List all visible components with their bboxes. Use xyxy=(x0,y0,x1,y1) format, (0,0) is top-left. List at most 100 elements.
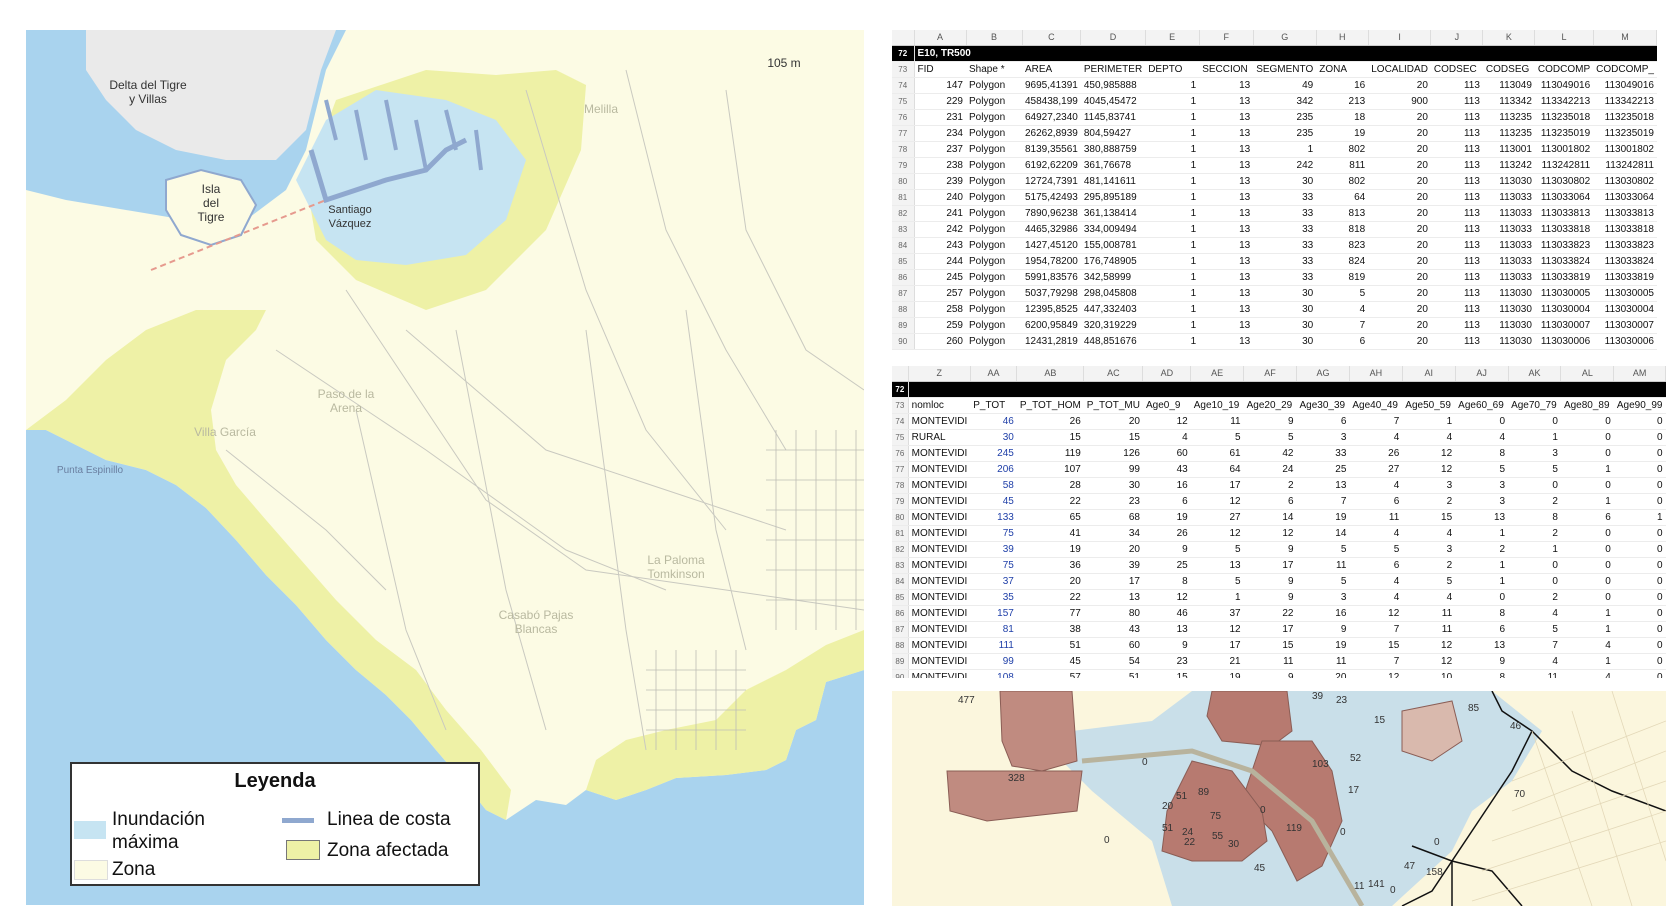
table-cell[interactable]: 113033824 xyxy=(1534,253,1594,270)
table-cell[interactable]: 113030802 xyxy=(1593,173,1657,190)
table-cell[interactable]: 5175,42493 xyxy=(1022,189,1081,206)
table-cell[interactable]: 17 xyxy=(1243,557,1297,574)
row-number[interactable]: 76 xyxy=(892,445,909,462)
table-cell[interactable]: 13 xyxy=(1199,205,1254,222)
table-cell[interactable]: 15 xyxy=(1016,429,1084,446)
table-cell[interactable]: 229 xyxy=(914,93,966,110)
table-cell[interactable]: 20 xyxy=(1368,253,1431,270)
row-number[interactable]: 74 xyxy=(892,413,909,430)
table-cell[interactable]: 237 xyxy=(914,141,966,158)
table-cell[interactable]: 0 xyxy=(1613,621,1666,638)
row-number[interactable]: 81 xyxy=(892,525,909,542)
table-cell[interactable]: MONTEVIDI xyxy=(908,445,971,462)
column-letter[interactable]: AJ xyxy=(1455,366,1509,382)
table-cell[interactable]: 113033813 xyxy=(1534,205,1594,222)
table-cell[interactable]: MONTEVIDI xyxy=(908,605,971,622)
table-cell[interactable]: 113 xyxy=(1430,253,1483,270)
header-cell[interactable]: P_TOT xyxy=(970,397,1017,414)
table-cell[interactable]: 13 xyxy=(1199,189,1254,206)
row-number[interactable]: 76 xyxy=(892,109,915,126)
table-cell[interactable]: 206 xyxy=(970,461,1017,478)
table-cell[interactable]: 13 xyxy=(1199,317,1254,334)
table-cell[interactable]: 20 xyxy=(1368,125,1431,142)
table-cell[interactable]: 5 xyxy=(1402,573,1456,590)
header-cell[interactable]: SECCION xyxy=(1199,61,1254,78)
table-cell[interactable]: 113 xyxy=(1430,125,1483,142)
row-number[interactable]: 75 xyxy=(892,93,915,110)
table-cell[interactable]: 25 xyxy=(1142,557,1191,574)
table-cell[interactable]: 30 xyxy=(1253,333,1317,350)
column-letter[interactable]: AM xyxy=(1613,366,1666,382)
header-cell[interactable]: Shape * xyxy=(966,61,1022,78)
table-cell[interactable]: 5 xyxy=(1508,621,1561,638)
table-cell[interactable]: 1 xyxy=(1145,93,1200,110)
table-cell[interactable]: 5 xyxy=(1455,461,1509,478)
table-cell[interactable]: 30 xyxy=(1253,317,1317,334)
table-cell[interactable]: 458438,199 xyxy=(1022,93,1081,110)
table-cell[interactable]: 18 xyxy=(1316,109,1369,126)
row-number[interactable]: 78 xyxy=(892,477,909,494)
table-cell[interactable]: 4 xyxy=(1349,477,1403,494)
table-cell[interactable]: 11 xyxy=(1402,621,1456,638)
table-cell[interactable]: 5037,79298 xyxy=(1022,285,1081,302)
table-cell[interactable]: 15 xyxy=(1349,637,1403,654)
table-cell[interactable]: 13 xyxy=(1199,93,1254,110)
table-cell[interactable]: 5 xyxy=(1243,429,1297,446)
table-cell[interactable]: 1 xyxy=(1145,141,1200,158)
table-cell[interactable]: 11 xyxy=(1296,653,1350,670)
table-cell[interactable]: MONTEVIDI xyxy=(908,589,971,606)
table-cell[interactable]: 60 xyxy=(1142,445,1191,462)
table-cell[interactable]: 113 xyxy=(1430,333,1483,350)
header-cell[interactable]: Age80_89 xyxy=(1560,397,1614,414)
table-cell[interactable]: 64 xyxy=(1190,461,1244,478)
header-cell[interactable]: PERIMETER xyxy=(1080,61,1146,78)
table-cell[interactable]: 4 xyxy=(1349,573,1403,590)
row-number[interactable]: 85 xyxy=(892,253,915,270)
table-cell[interactable]: 0 xyxy=(1613,477,1666,494)
table-cell[interactable]: 260 xyxy=(914,333,966,350)
row-number[interactable]: 88 xyxy=(892,301,915,318)
table-cell[interactable]: 6 xyxy=(1560,509,1614,526)
table-cell[interactable]: 9 xyxy=(1243,573,1297,590)
table-cell[interactable]: 113033823 xyxy=(1534,237,1594,254)
header-cell[interactable]: Age50_59 xyxy=(1402,397,1456,414)
table-cell[interactable]: 11 xyxy=(1296,557,1350,574)
table-cell[interactable]: 35 xyxy=(970,589,1017,606)
table-cell[interactable]: 57 xyxy=(1016,669,1084,678)
table-cell[interactable]: 1 xyxy=(1455,525,1509,542)
table-cell[interactable]: 8139,35561 xyxy=(1022,141,1081,158)
table-cell[interactable]: 900 xyxy=(1368,93,1431,110)
table-cell[interactable]: 9 xyxy=(1455,653,1509,670)
table-cell[interactable]: 12 xyxy=(1402,653,1456,670)
table-cell[interactable]: 113033818 xyxy=(1534,221,1594,238)
row-number[interactable]: 79 xyxy=(892,493,909,510)
table-cell[interactable]: 819 xyxy=(1316,269,1369,286)
table-cell[interactable]: 113 xyxy=(1430,205,1483,222)
table-cell[interactable]: 113033824 xyxy=(1593,253,1657,270)
table-cell[interactable]: 20 xyxy=(1368,77,1431,94)
table-cell[interactable]: 6 xyxy=(1243,493,1297,510)
row-number[interactable]: 90 xyxy=(892,669,909,678)
table-cell[interactable]: 0 xyxy=(1508,573,1561,590)
table-cell[interactable]: 3 xyxy=(1296,429,1350,446)
header-cell[interactable]: ZONA xyxy=(1316,61,1369,78)
table-cell[interactable]: 450,985888 xyxy=(1080,77,1146,94)
table-cell[interactable]: 33 xyxy=(1253,189,1317,206)
table-cell[interactable]: 20 xyxy=(1368,141,1431,158)
table-cell[interactable]: 113242 xyxy=(1482,157,1535,174)
table-cell[interactable]: 298,045808 xyxy=(1080,285,1146,302)
table-cell[interactable]: 11 xyxy=(1508,669,1561,678)
table-cell[interactable]: 0 xyxy=(1455,589,1509,606)
row-number[interactable]: 88 xyxy=(892,637,909,654)
table-cell[interactable]: 1 xyxy=(1145,301,1200,318)
row-number[interactable]: 74 xyxy=(892,77,915,94)
row-number[interactable]: 81 xyxy=(892,189,915,206)
table-cell[interactable]: MONTEVIDI xyxy=(908,509,971,526)
table-cell[interactable]: 113030005 xyxy=(1534,285,1594,302)
table-cell[interactable]: 802 xyxy=(1316,173,1369,190)
table-cell[interactable]: 113 xyxy=(1430,317,1483,334)
row-number[interactable]: 86 xyxy=(892,605,909,622)
table-cell[interactable]: Polygon xyxy=(966,221,1022,238)
table-cell[interactable]: 1 xyxy=(1145,173,1200,190)
table-cell[interactable]: 811 xyxy=(1316,157,1369,174)
